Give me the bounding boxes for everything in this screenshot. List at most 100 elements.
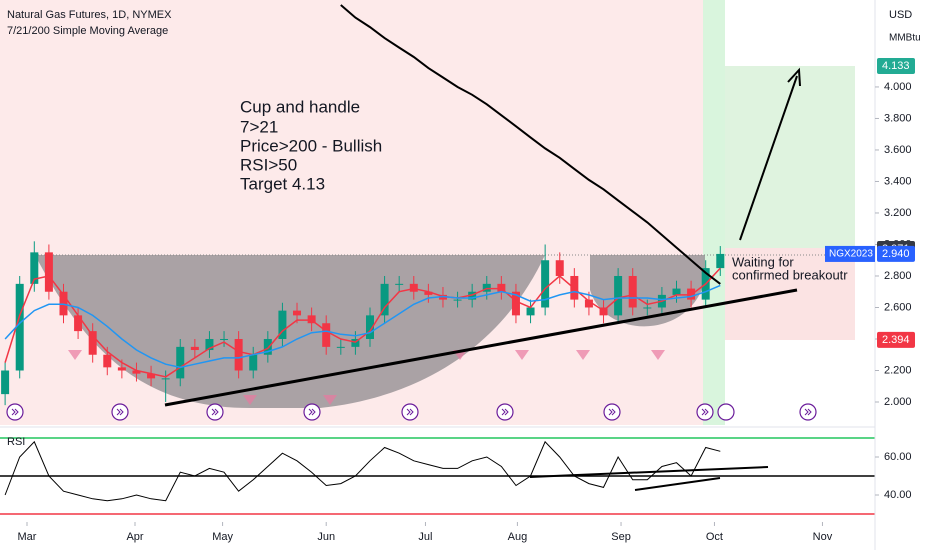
candle-body: [584, 299, 593, 308]
event-icon-glyph: [116, 408, 124, 416]
candle-body: [293, 310, 302, 316]
candle-body: [614, 275, 623, 316]
marks: [0, 4, 875, 515]
unit: MMBtu: [889, 33, 921, 44]
candle-body: [526, 307, 535, 316]
event-icon-glyph: [406, 408, 414, 416]
candle-body: [59, 291, 68, 316]
event-icon: [717, 403, 735, 421]
candle-body: [365, 315, 374, 339]
arrow: [739, 75, 798, 241]
line: [4, 284, 721, 369]
candle-body: [497, 283, 506, 292]
candle-body: [336, 346, 345, 348]
annotation: 7>21: [240, 117, 278, 136]
symbol-label: NGX2023: [829, 249, 873, 260]
annotation: RSI>50: [240, 155, 297, 174]
price-pane: [1, 4, 725, 406]
candle-body: [263, 338, 272, 355]
bullish-zone: [703, 0, 725, 425]
signal-marker: [68, 350, 82, 360]
event-icon-glyph: [701, 408, 709, 416]
candle-body: [249, 354, 258, 371]
candle-body: [1, 370, 10, 395]
y-tick-label: 2.800: [884, 270, 912, 282]
candle-body: [176, 346, 185, 379]
candle-body: [307, 315, 316, 324]
line: [4, 440, 721, 502]
candle-body: [117, 367, 126, 371]
candle-body: [672, 288, 681, 295]
candle-body: [74, 315, 83, 332]
event-icon-glyph: [211, 408, 219, 416]
candle-body: [511, 291, 520, 316]
y-tick-label: 2.000: [884, 396, 912, 408]
candle-body: [409, 283, 418, 292]
candle-body: [30, 252, 39, 284]
candle-body: [380, 283, 389, 316]
currency: USD: [889, 9, 912, 21]
x-tick-label: Nov: [813, 531, 833, 543]
candle-body: [643, 307, 652, 309]
x-tick-label: May: [212, 531, 233, 543]
candle-body: [190, 346, 199, 351]
candle-body: [44, 252, 53, 292]
rsi-trendline: [529, 466, 769, 478]
annotation: Price>200 - Bullish: [240, 136, 382, 155]
candle-body: [482, 283, 491, 292]
rsi-trendline: [634, 477, 721, 491]
candle-body: [628, 275, 637, 308]
x-tick-label: Oct: [706, 531, 723, 543]
signal-marker: [323, 395, 337, 405]
x-tick-label: Mar: [18, 531, 37, 543]
y-tick-label: 2.200: [884, 364, 912, 376]
note: Waiting for: [732, 254, 794, 269]
trendline: [164, 288, 798, 407]
line: [340, 4, 721, 285]
candle-body: [88, 331, 97, 355]
x-tick-label: Jul: [418, 531, 432, 543]
arrow-head: [787, 67, 801, 87]
candle-body: [15, 283, 24, 371]
candle-body: [453, 299, 462, 301]
price-label: 4.133: [882, 60, 910, 72]
chart-title: Natural Gas Futures, 1D, NYMEX: [7, 9, 172, 21]
candle-body: [103, 354, 112, 368]
event-icon-glyph: [501, 408, 509, 416]
candle-body: [351, 338, 360, 347]
y-tick-label: 60.00: [884, 451, 912, 463]
x-tick-label: Sep: [611, 531, 631, 543]
event-icon-glyph: [608, 408, 616, 416]
signal-marker: [576, 350, 590, 360]
y-tick-label: 3.800: [884, 112, 912, 124]
price-label-box: [877, 58, 915, 75]
candle-body: [716, 253, 725, 269]
candle-body: [322, 323, 331, 347]
annotation: Target 4.13: [240, 174, 325, 193]
candle-body: [147, 373, 156, 379]
x-tick-label: Jun: [317, 531, 335, 543]
annotation: Cup and handle: [240, 97, 360, 116]
candle-body: [234, 338, 243, 371]
x-tick-label: Aug: [508, 531, 528, 543]
candle-body: [132, 370, 141, 374]
chart-subtitle: 7/21/200 Simple Moving Average: [7, 25, 168, 37]
y-tick-label: 40.00: [884, 489, 912, 501]
candle-body: [395, 283, 404, 285]
price-label: 2.394: [882, 334, 910, 346]
price-label-box: [877, 245, 915, 262]
signal-marker: [243, 395, 257, 405]
signal-marker: [651, 350, 665, 360]
symbol-label-box: [825, 245, 875, 262]
x-tick-label: Apr: [126, 531, 143, 543]
candle-body: [220, 338, 229, 340]
event-icon-glyph: [11, 408, 19, 416]
y-tick-label: 2.600: [884, 301, 912, 313]
candle-body: [161, 378, 170, 380]
cup: [35, 255, 545, 408]
candle-body: [205, 338, 214, 351]
price-label: 2.940: [882, 248, 910, 260]
price-label-box: [877, 331, 915, 348]
y-tick-label: 3.400: [884, 175, 912, 187]
